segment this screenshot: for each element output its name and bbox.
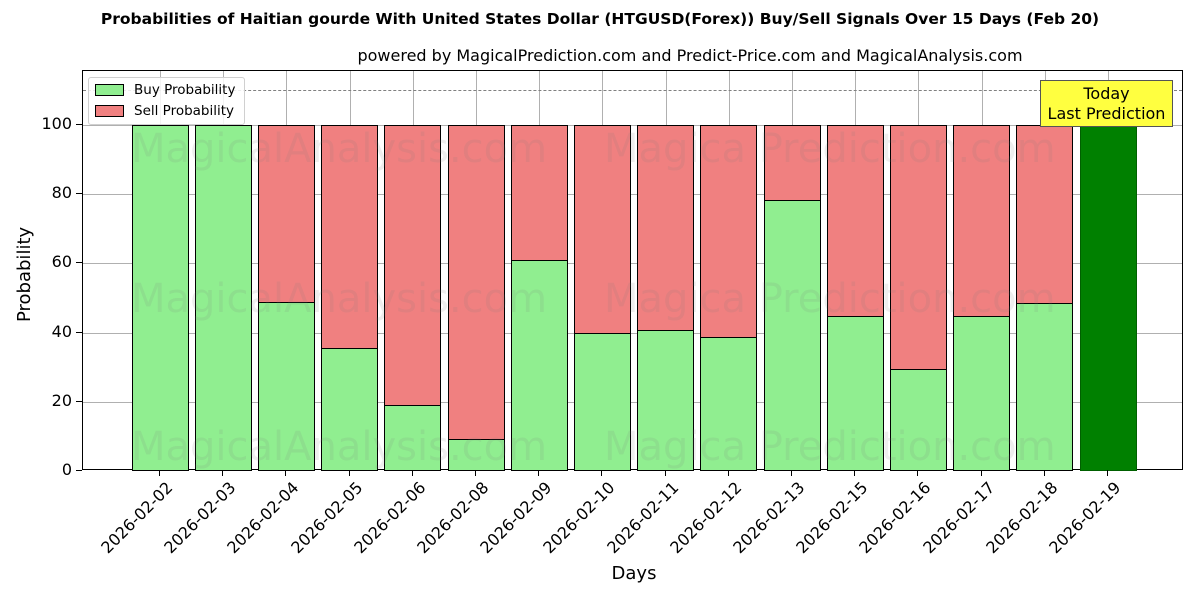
x-tick-mark (854, 470, 856, 476)
buy-bar (953, 315, 1011, 471)
y-tick-label: 100 (41, 114, 72, 133)
today-annotation: Today Last Prediction (1040, 80, 1173, 127)
chart-title: Probabilities of Haitian gourde With Uni… (100, 10, 1100, 28)
sell-bar (510, 125, 568, 262)
x-tick-mark (664, 470, 666, 476)
buy-bar (257, 301, 315, 471)
buy-swatch-icon (95, 84, 124, 96)
x-tick-mark (1043, 470, 1045, 476)
sell-bar (447, 125, 505, 440)
y-tick-mark (76, 331, 82, 333)
sell-swatch-icon (95, 105, 124, 117)
y-tick-mark (76, 193, 82, 195)
buy-bar (826, 315, 884, 471)
x-tick-mark (285, 470, 287, 476)
plot-area: MagicalAnalysis.comMagica Prediction.com… (82, 70, 1183, 471)
x-tick-mark (222, 470, 224, 476)
y-tick-label: 20 (51, 390, 72, 410)
sell-bar (321, 125, 379, 349)
sell-bar (637, 125, 695, 332)
sell-bar (700, 125, 758, 338)
y-tick-label: 40 (51, 321, 72, 341)
legend-item-sell: Sell Probability (95, 102, 234, 120)
sell-bar (1016, 125, 1074, 304)
y-tick-mark (76, 124, 82, 125)
x-tick-mark (791, 470, 792, 476)
grid-line-h (83, 194, 1182, 196)
x-tick-mark (411, 470, 413, 476)
y-tick-mark (76, 400, 82, 402)
grid-line-h (83, 263, 1182, 265)
legend-label-sell: Sell Probability (134, 103, 235, 119)
x-tick-mark (1107, 470, 1108, 476)
grid-line-h (83, 401, 1182, 403)
legend-item-buy: Buy Probability (95, 81, 235, 99)
buy-bar (573, 332, 631, 471)
buy-bar (447, 438, 505, 471)
sell-bar (257, 125, 315, 303)
today-bar (1079, 125, 1137, 471)
y-tick-label: 60 (51, 252, 72, 272)
buy-bar (131, 125, 189, 471)
x-axis-label: Days (611, 563, 657, 584)
x-tick-mark (601, 470, 603, 476)
x-tick-mark (980, 470, 982, 476)
legend-label-buy: Buy Probability (134, 82, 236, 98)
buy-bar (700, 336, 758, 471)
sell-bar (573, 125, 631, 335)
buy-bar (763, 199, 821, 471)
buy-bar (384, 404, 442, 471)
buy-bar (194, 125, 252, 471)
y-tick-mark (76, 470, 82, 471)
y-tick-label: 0 (61, 460, 72, 479)
x-tick-mark (917, 470, 919, 476)
x-tick-mark (538, 470, 540, 476)
buy-bar (637, 329, 695, 471)
y-tick-mark (76, 262, 82, 264)
annotation-line-1: Today (1083, 84, 1130, 103)
sell-bar (826, 125, 884, 318)
sell-bar (953, 125, 1011, 318)
y-axis-label: Probability (14, 226, 35, 322)
sell-bar (889, 125, 947, 371)
buy-bar (321, 347, 379, 471)
x-tick-mark (727, 470, 729, 476)
legend: Buy Probability Sell Probability (88, 77, 245, 125)
sell-bar (763, 125, 821, 201)
x-tick-mark (475, 470, 476, 476)
sell-bar (384, 125, 442, 407)
x-tick-mark (159, 470, 160, 476)
annotation-line-2: Last Prediction (1047, 104, 1166, 123)
grid-line-h (83, 125, 1182, 126)
x-tick-mark (348, 470, 350, 476)
buy-bar (889, 368, 947, 471)
y-tick-label: 80 (51, 183, 72, 203)
reference-line (83, 90, 1182, 92)
chart-subtitle: powered by MagicalPrediction.com and Pre… (357, 46, 1023, 65)
grid-line-h (83, 332, 1182, 334)
buy-bar (510, 259, 568, 471)
buy-bar (1016, 302, 1074, 471)
